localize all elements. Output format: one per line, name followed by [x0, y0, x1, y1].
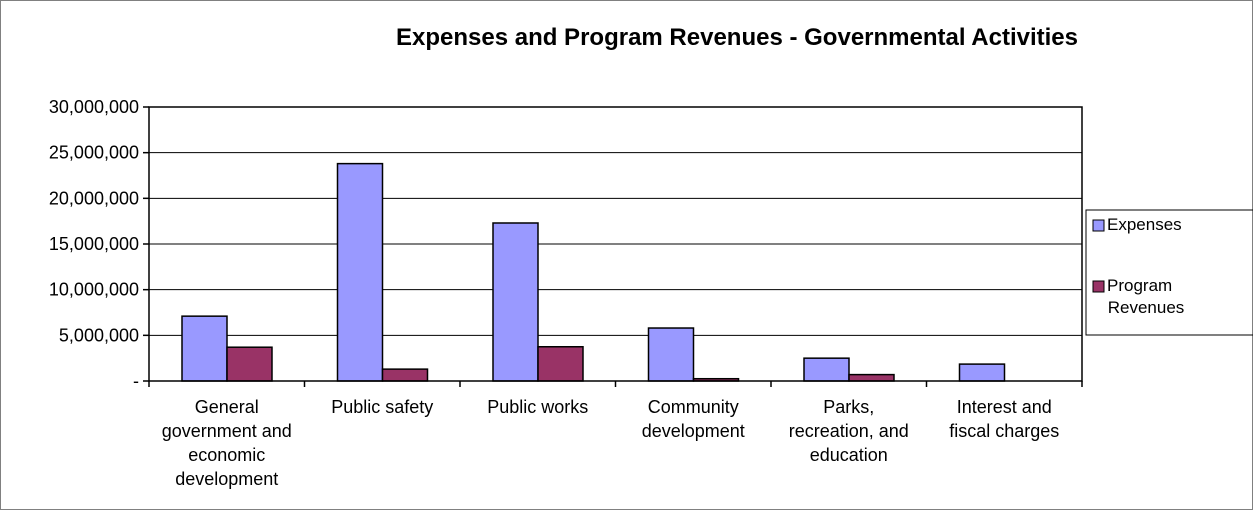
- bars: [181, 162, 1006, 382]
- gridlines: [149, 152, 1082, 336]
- y-tick-label: 20,000,000: [49, 188, 139, 208]
- y-tick-label: -: [133, 371, 139, 391]
- bar-expenses: [647, 327, 695, 382]
- bar-program-revenues: [848, 373, 895, 382]
- y-axis-ticks: - 5,000,000 10,000,000 15,000,000 20,000,000…: [49, 97, 149, 391]
- chart-title: Expenses and Program Revenues - Governme…: [396, 24, 1078, 51]
- y-tick-label: 15,000,000: [49, 234, 139, 254]
- bar-expenses: [803, 357, 850, 382]
- y-tick-label: 25,000,000: [49, 143, 139, 163]
- bar-expenses: [181, 315, 228, 382]
- bar-program-revenues: [381, 368, 429, 382]
- bar-program-revenues: [226, 346, 273, 382]
- legend-label: Program Revenues: [1107, 276, 1184, 317]
- bar-expenses: [336, 162, 384, 382]
- x-tick-label: Parks, recreation, and education: [789, 397, 909, 465]
- x-tick-label: Community development: [642, 397, 745, 441]
- x-tick-label: Public works: [487, 397, 588, 417]
- legend-label: Expenses: [1107, 215, 1182, 234]
- legend-swatch: [1092, 280, 1105, 293]
- bar-expenses: [492, 222, 539, 382]
- x-tick-label: Interest and fiscal charges: [949, 397, 1059, 441]
- legend-swatch: [1092, 219, 1105, 232]
- y-tick-label: 5,000,000: [59, 325, 139, 345]
- x-tick-label: Public safety: [331, 397, 433, 417]
- bar-expenses: [958, 363, 1006, 382]
- y-tick-label: 30,000,000: [49, 97, 139, 117]
- legend-box: [1085, 209, 1253, 336]
- bar-program-revenues: [537, 346, 584, 382]
- legend: Expenses Program Revenues: [1085, 209, 1253, 336]
- y-tick-label: 10,000,000: [49, 280, 139, 300]
- x-axis-ticks: General government and economic development…: [148, 381, 1083, 489]
- x-tick-label: General government and economic development: [162, 397, 292, 489]
